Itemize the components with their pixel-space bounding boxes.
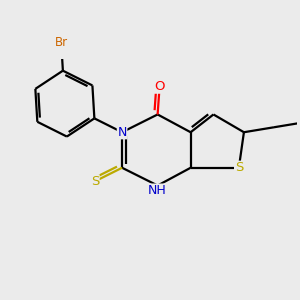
Text: O: O: [154, 80, 165, 93]
Text: Br: Br: [55, 36, 68, 49]
Text: S: S: [235, 161, 243, 174]
Text: S: S: [91, 175, 99, 188]
Text: NH: NH: [148, 184, 167, 197]
Text: N: N: [117, 126, 127, 139]
